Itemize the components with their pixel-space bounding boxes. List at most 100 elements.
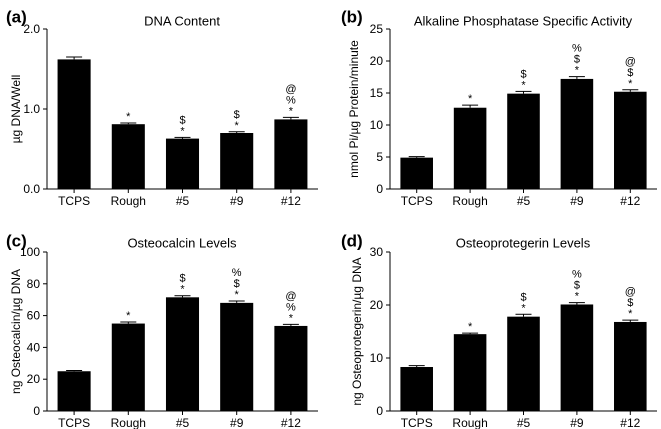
y-tick-label: 20 [370,298,384,312]
significance-mark: * [521,302,526,314]
y-tick-label: 5 [376,150,383,164]
bar-rough [111,323,145,411]
y-tick-label: 2.0 [23,22,40,36]
significance-mark: * [126,111,131,123]
x-tick-label-n12: #12 [281,416,301,429]
bar-rough [453,334,487,411]
y-axis-label: ng Osteocalcin/µg DNA [9,269,23,394]
x-tick-label-n5: #5 [517,194,531,208]
y-tick-label: 20 [370,54,384,68]
y-tick-label: 10 [370,351,384,365]
significance-mark: * [468,321,473,333]
significance-mark: * [180,284,185,296]
chart-title: Osteocalcin Levels [127,236,237,251]
significance-mark: * [235,120,240,132]
bar-tcps [57,59,91,190]
bar-n5 [507,316,540,411]
bar-n5 [507,93,540,189]
significance-mark: @ [285,290,296,302]
x-tick-label-n5: #5 [176,416,190,429]
panel-label: (c) [6,232,27,251]
panel-a: (a) DNA Content µg DNA/Well 0.0 1.0 2.0 TCPS Ro… [6,8,318,208]
y-axis-label: µg DNA/Well [9,75,23,144]
y-tick-label: 0 [376,182,383,196]
significance-mark: $ [234,109,240,121]
bar-n12 [274,119,308,189]
y-tick-label: 40 [27,340,41,354]
significance-mark: * [235,289,240,301]
significance-mark: * [521,79,526,91]
significance-mark: $ [520,68,526,80]
significance-mark: * [468,93,473,105]
y-tick-label: 60 [27,309,41,323]
x-tick-label-n9: #9 [230,416,244,429]
significance-mark: * [575,291,580,303]
y-axis-label: ng Osteoprotegerin/µg DNA [350,257,364,405]
significance-mark: % [286,94,296,106]
bar-n5 [165,138,200,189]
bar-rough [111,124,145,189]
significance-mark: $ [520,291,526,303]
x-tick-label-n5: #5 [176,194,190,208]
x-tick-label-tcps: TCPS [58,194,90,208]
y-tick-label: 0 [376,404,383,418]
significance-mark: @ [625,56,636,68]
significance-mark: @ [285,83,296,95]
panel-c: (c) Osteocalcin Levels ng Osteocalcin/µg D… [6,232,318,429]
bar-n9 [220,302,254,411]
x-tick-label-rough: Rough [452,416,487,429]
y-tick-label: 25 [370,22,384,36]
significance-mark: % [286,301,296,313]
significance-mark: % [572,43,582,55]
significance-mark: $ [179,273,185,285]
significance-mark: $ [574,280,580,292]
significance-mark: % [572,269,582,281]
chart-title: Alkaline Phosphatase Specific Activity [414,14,633,29]
x-tick-label-rough: Rough [111,194,146,208]
x-tick-label-n12: #12 [620,194,640,208]
significance-mark: * [180,125,185,137]
panel-label: (a) [6,8,27,27]
x-tick-label-n5: #5 [517,416,531,429]
bar-n12 [614,91,647,189]
significance-mark: % [232,267,242,279]
x-tick-label-n9: #9 [230,194,244,208]
bar-rough [453,107,487,189]
chart-title: DNA Content [144,14,220,29]
x-tick-label-rough: Rough [111,416,146,429]
significance-mark: @ [625,286,636,298]
x-tick-label-n12: #12 [620,416,640,429]
bar-tcps [57,371,91,411]
panel-label: (b) [341,8,363,27]
y-tick-label: 20 [27,372,41,386]
significance-mark: * [575,65,580,77]
significance-mark: * [628,308,633,320]
x-tick-label-tcps: TCPS [401,416,433,429]
y-tick-label: 10 [370,118,384,132]
bar-n5 [165,297,200,411]
y-tick-label: 0.0 [23,182,40,196]
significance-mark: $ [627,67,633,79]
significance-mark: $ [627,297,633,309]
y-tick-label: 30 [370,245,384,259]
bar-n9 [560,304,594,411]
significance-mark: * [289,105,294,117]
significance-mark: * [289,312,294,324]
x-tick-label-n9: #9 [570,194,584,208]
x-tick-label-tcps: TCPS [401,194,433,208]
panel-b: (b) Alkaline Phosphatase Specific Activit… [341,8,657,208]
chart-title: Osteoprotegerin Levels [456,236,591,251]
y-tick-label: 100 [20,245,40,259]
panel-label: (d) [341,232,363,251]
significance-mark: * [628,78,633,90]
y-tick-label: 80 [27,277,41,291]
significance-mark: $ [179,114,185,126]
bar-tcps [400,157,433,189]
y-tick-label: 15 [370,86,384,100]
y-axis-label: nmol Pi/µg Protein/minute [347,40,361,178]
panel-d: (d) Osteoprotegerin Levels ng Osteoprotege… [341,232,657,429]
significance-mark: $ [234,278,240,290]
y-tick-label: 0 [33,404,40,418]
significance-mark: $ [574,54,580,66]
